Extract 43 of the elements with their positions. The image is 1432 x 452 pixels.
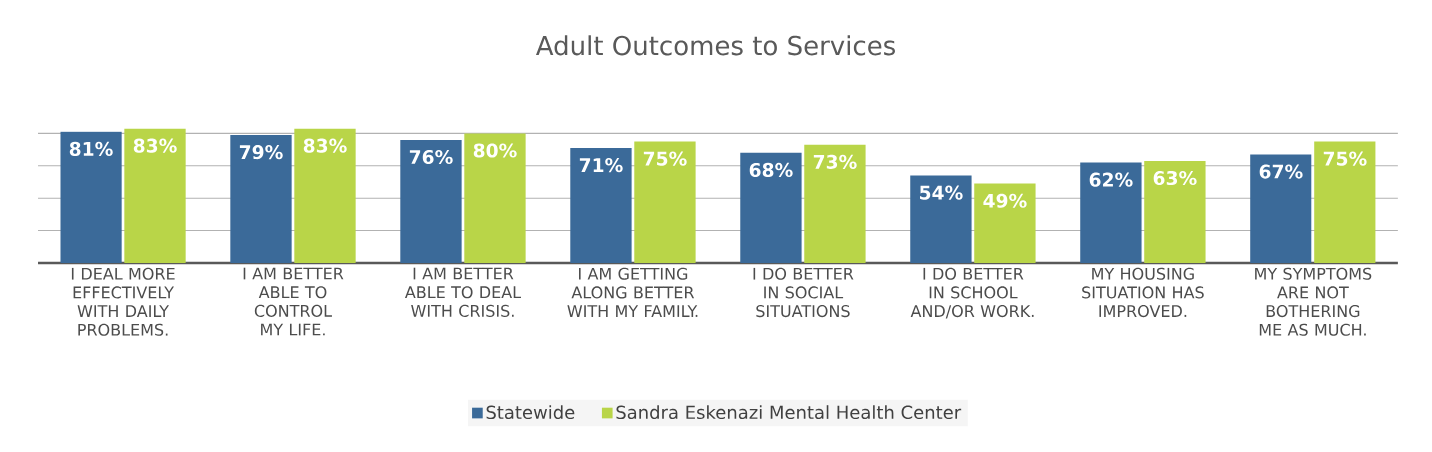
x-tick-label: MY SYMPTOMS ARE NOT BOTHERING ME AS MUCH. bbox=[1255, 267, 1372, 336]
bar bbox=[124, 128, 186, 263]
data-label: 54% bbox=[920, 185, 963, 200]
data-label: 68% bbox=[749, 162, 793, 178]
data-label: 71% bbox=[579, 158, 623, 173]
chart-title: Adult Outcomes to Services bbox=[535, 35, 895, 56]
data-label: 67% bbox=[1259, 164, 1303, 179]
data-label: 62% bbox=[1089, 172, 1133, 187]
bar bbox=[400, 139, 462, 263]
x-tick-label: MY HOUSING SITUATION HAS IMPROVED. bbox=[1082, 267, 1204, 318]
data-label: 80% bbox=[473, 143, 517, 158]
bar bbox=[804, 144, 866, 263]
bar bbox=[1144, 160, 1206, 263]
bar bbox=[464, 133, 526, 263]
bar bbox=[634, 141, 696, 263]
data-label: 63% bbox=[1153, 170, 1197, 186]
bar bbox=[1314, 141, 1376, 263]
data-label: 49% bbox=[983, 193, 1027, 208]
bar bbox=[294, 128, 356, 263]
data-label: 81% bbox=[69, 141, 113, 156]
bar bbox=[1250, 154, 1312, 263]
data-label: 73% bbox=[813, 154, 857, 169]
data-label: 83% bbox=[303, 138, 347, 153]
x-tick-label: I AM GETTING ALONG BETTER WITH MY FAMILY. bbox=[567, 267, 698, 317]
bar bbox=[910, 175, 972, 263]
data-label: 75% bbox=[1323, 151, 1367, 166]
bar bbox=[1080, 162, 1142, 263]
bar bbox=[570, 147, 632, 263]
legend-label: Statewide bbox=[486, 405, 575, 420]
data-label: 75% bbox=[643, 151, 687, 166]
data-label: 76% bbox=[409, 149, 453, 165]
bar bbox=[230, 135, 292, 263]
data-label: 83% bbox=[133, 138, 177, 153]
data-label: 79% bbox=[239, 145, 283, 160]
x-tick-label: I DEAL MORE EFFECTIVELY WITH DAILY PROBLEMS. bbox=[71, 267, 175, 336]
legend-label: Sandra Eskenazi Mental Health Center bbox=[616, 405, 962, 420]
bar bbox=[974, 183, 1036, 263]
x-tick-label: I DO BETTER IN SCHOOL AND/OR WORK. bbox=[910, 267, 1034, 319]
bar bbox=[60, 131, 122, 263]
x-tick-label: I DO BETTER IN SOCIAL SITUATIONS bbox=[753, 267, 854, 318]
bar bbox=[740, 152, 802, 263]
x-tick-label: I AM BETTER ABLE TO DEAL WITH CRISIS. bbox=[404, 267, 521, 317]
x-tick-label: I AM BETTER ABLE TO CONTROL MY LIFE. bbox=[243, 267, 344, 336]
